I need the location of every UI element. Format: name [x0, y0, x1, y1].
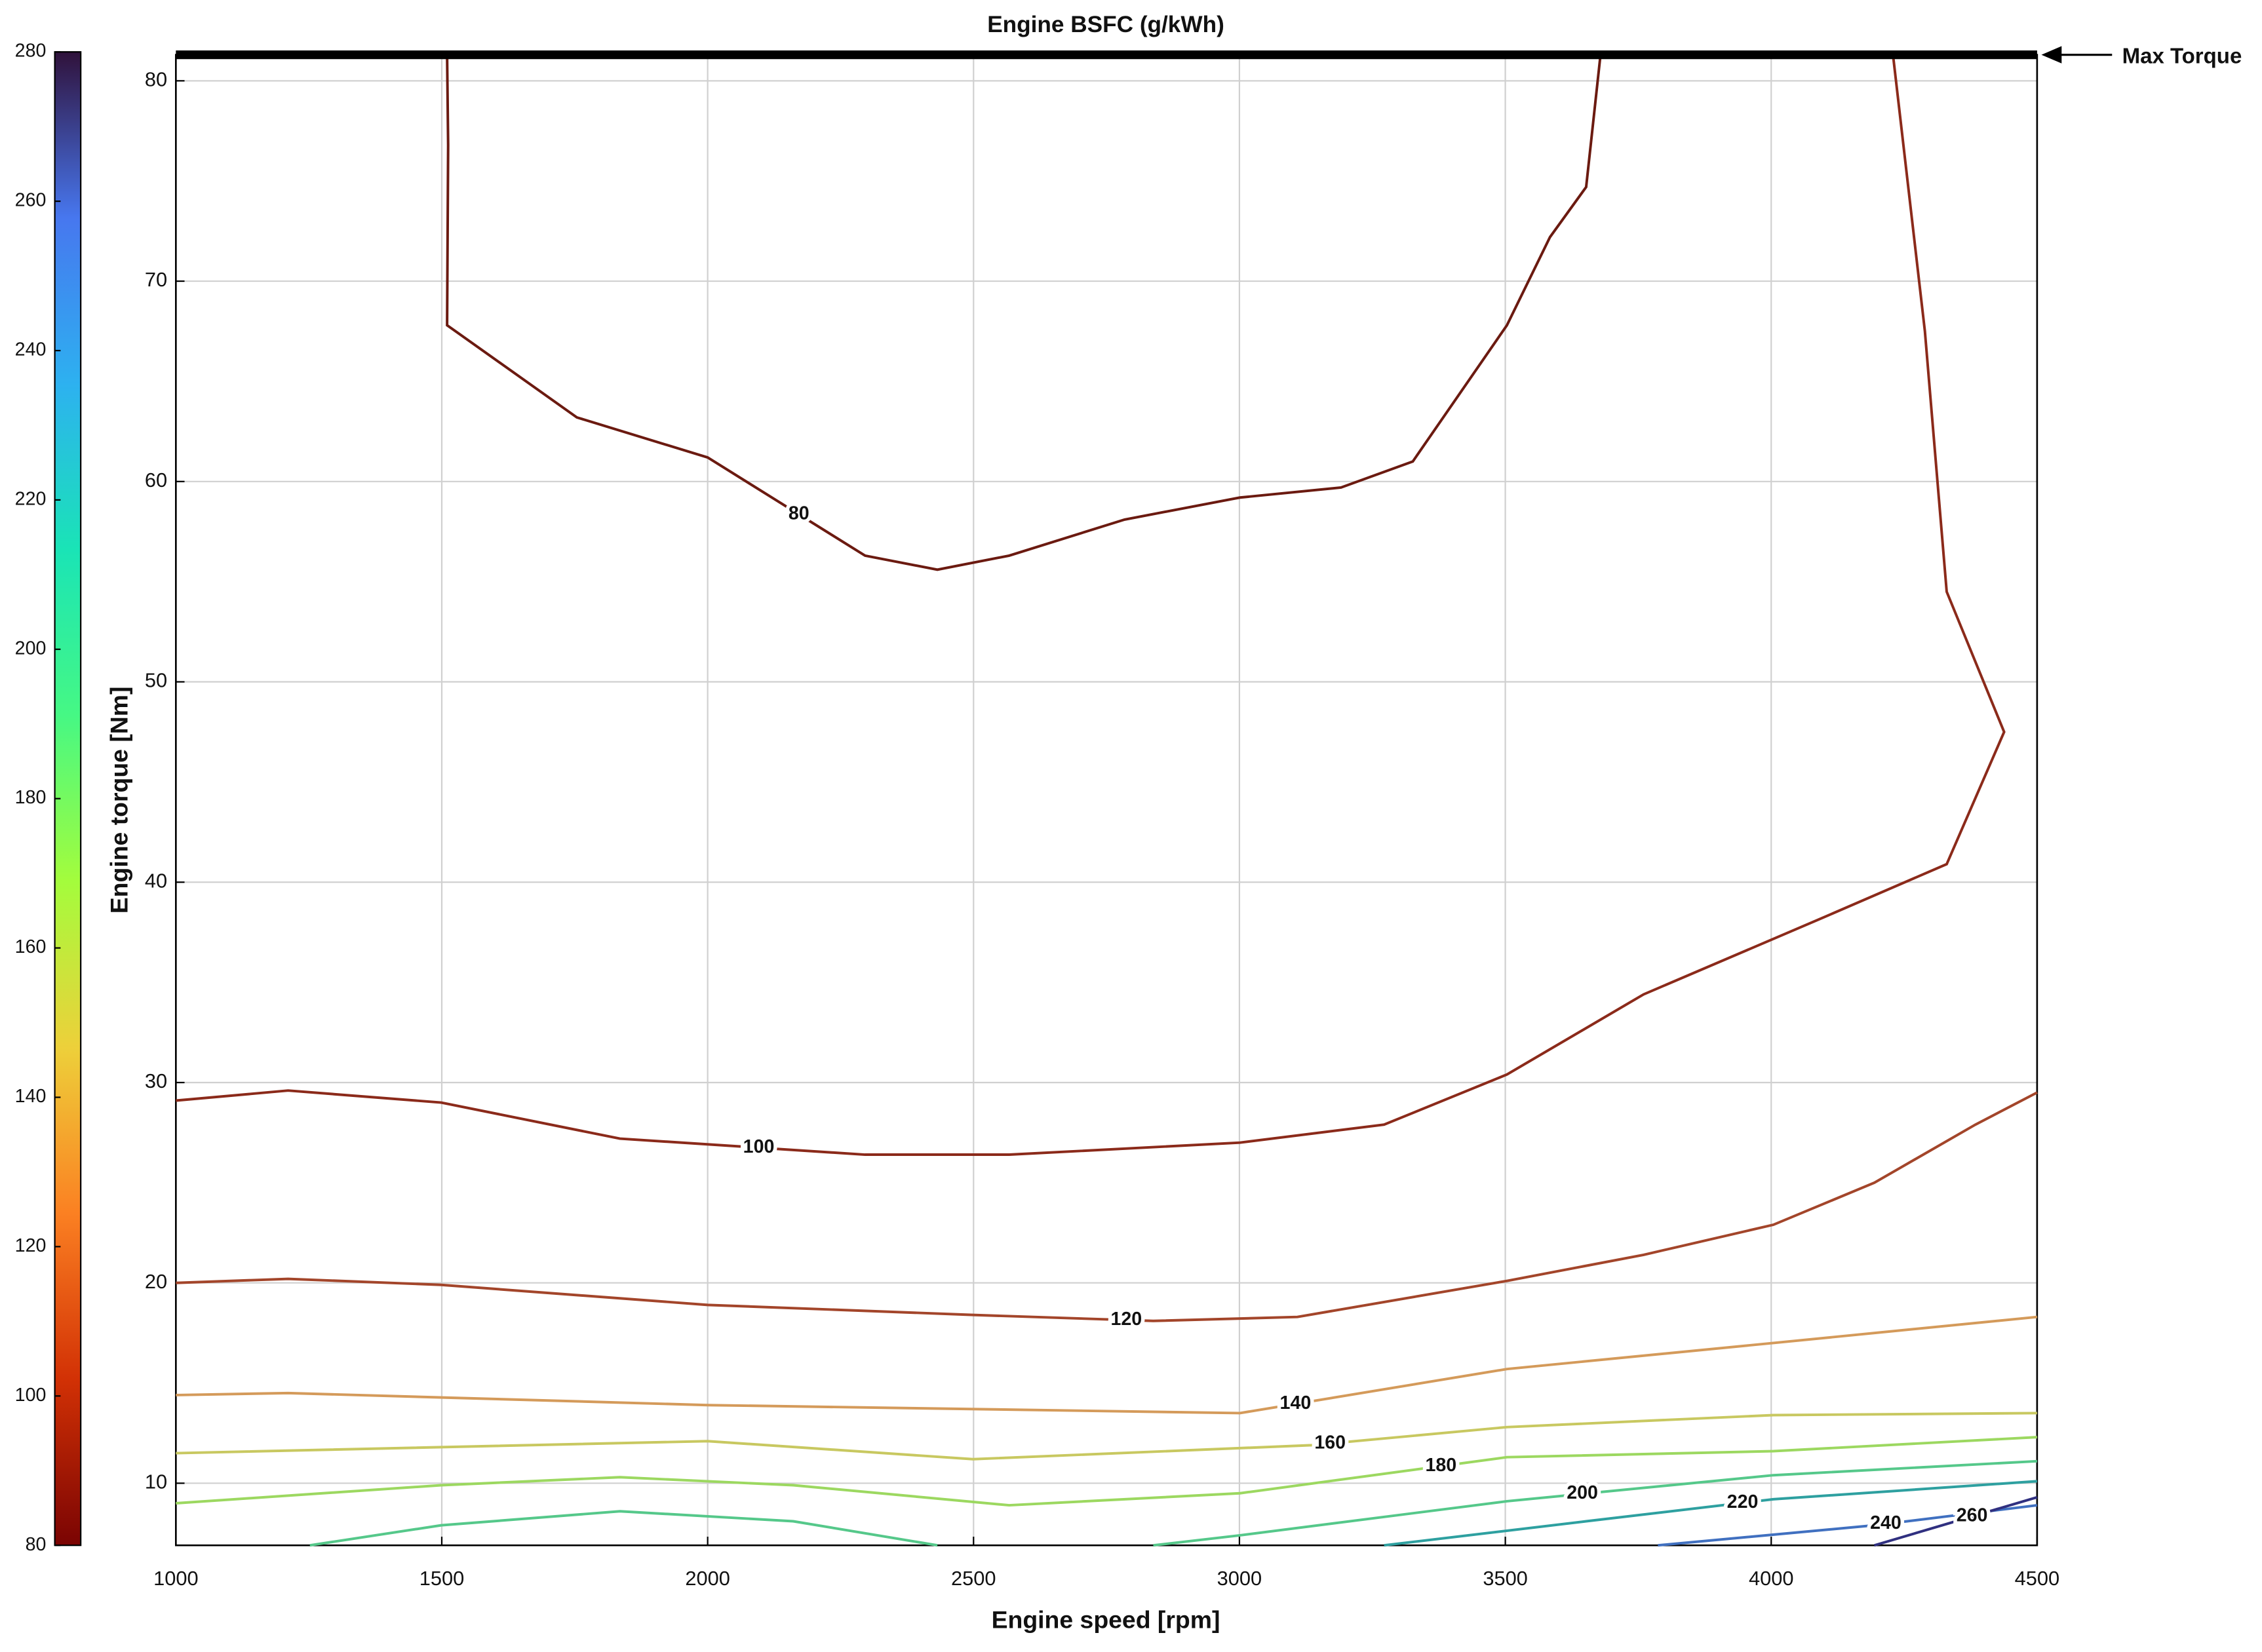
- contour-line: [176, 1412, 2037, 1461]
- x-tick-label: 4000: [1749, 1567, 1793, 1590]
- annotation-label: Max Torque: [2122, 44, 2242, 68]
- colorbar-tick-label: 280: [15, 41, 47, 62]
- contour-label: 240: [1870, 1512, 1901, 1533]
- contour-label: 100: [743, 1136, 775, 1157]
- x-axis-label: Engine speed [rpm]: [992, 1606, 1220, 1634]
- x-tick-label: 4500: [2015, 1567, 2059, 1590]
- contour-label: 140: [1280, 1393, 1312, 1413]
- contour-line: [176, 1436, 2037, 1507]
- annotation-arrowhead: [2041, 46, 2062, 64]
- colorbar-tick-label: 80: [26, 1534, 47, 1555]
- contour-label: 80: [789, 503, 809, 524]
- colorbar-tick-label: 160: [15, 936, 47, 957]
- x-tick-label: 2000: [685, 1567, 730, 1590]
- y-tick-label: 10: [145, 1470, 167, 1493]
- contour-line: [176, 54, 2006, 1157]
- x-tick-label: 1500: [419, 1567, 464, 1590]
- contour-label: 180: [1425, 1455, 1456, 1476]
- y-tick-label: 20: [145, 1270, 167, 1293]
- y-tick-label: 60: [145, 469, 167, 491]
- y-tick-label: 30: [145, 1069, 167, 1092]
- contour-label: 260: [1957, 1505, 1988, 1526]
- contour-label: 160: [1314, 1432, 1346, 1453]
- x-tick-label: 3000: [1217, 1567, 1262, 1590]
- colorbar-tick-label: 180: [15, 787, 47, 808]
- contour-line: [446, 54, 1602, 571]
- colorbar-tick-label: 220: [15, 488, 47, 509]
- contour-line: [1384, 1480, 2038, 1547]
- x-tick-label: 2500: [951, 1567, 996, 1590]
- contour-label: 120: [1110, 1309, 1142, 1330]
- contour-line: [309, 1459, 2037, 1547]
- y-tick-label: 80: [145, 67, 167, 90]
- colorbar-tick-label: 120: [15, 1235, 47, 1256]
- contour-line: [176, 1315, 2038, 1415]
- colorbar-tick-label: 140: [15, 1086, 47, 1107]
- contour-line: [176, 1091, 2038, 1322]
- contour-line: [1874, 1495, 2038, 1547]
- x-tick-label: 1000: [153, 1567, 198, 1590]
- contour-label: 200: [1567, 1482, 1598, 1503]
- contour-label: 220: [1727, 1491, 1759, 1512]
- x-tick-label: 3500: [1483, 1567, 1527, 1590]
- colorbar-tick-label: 200: [15, 638, 47, 659]
- colorbar-tick-label: 240: [15, 339, 47, 360]
- y-tick-label: 40: [145, 869, 167, 892]
- y-tick-label: 70: [145, 268, 167, 291]
- y-tick-label: 50: [145, 669, 167, 692]
- y-axis-label: Engine torque [Nm]: [106, 687, 133, 914]
- plot-frame: [175, 54, 2038, 1546]
- colorbar-tick-label: 100: [15, 1385, 47, 1406]
- colorbar-tick-label: 260: [15, 190, 47, 211]
- chart-title: Engine BSFC (g/kWh): [987, 12, 1224, 37]
